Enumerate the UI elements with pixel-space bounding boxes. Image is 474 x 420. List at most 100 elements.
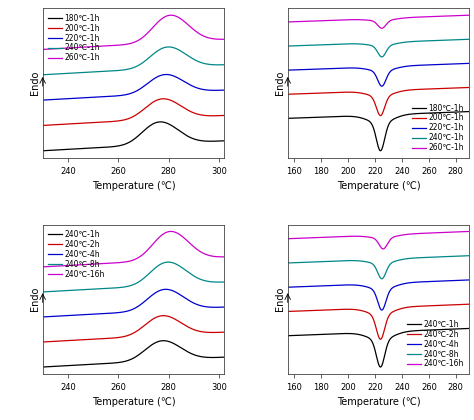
Line: 240℃-4h: 240℃-4h [288,280,469,310]
240℃-4h [391,285,396,290]
240℃-4h [423,279,428,284]
240℃-1h [51,364,56,369]
200℃-1h [296,91,302,96]
260℃-1h [51,46,56,51]
180℃-1h [40,148,46,153]
240℃-16h [145,247,151,252]
240℃-8h [296,260,302,265]
240℃-2h [423,303,428,308]
220℃-1h [221,88,227,93]
220℃-1h [145,81,151,86]
240℃-4h [150,292,155,297]
220℃-1h [285,68,291,73]
220℃-1h [466,61,472,66]
Y-axis label: Endo: Endo [275,287,285,311]
240℃-16h [401,232,406,237]
Y-axis label: Endo: Endo [275,71,285,95]
240℃-4h [296,284,302,289]
240℃-8h [165,260,171,265]
240℃-1h [166,45,172,50]
180℃-1h [178,129,183,134]
240℃-1h [296,333,302,338]
X-axis label: Temperature (℃): Temperature (℃) [337,181,420,191]
Line: 240℃-8h: 240℃-8h [288,256,469,279]
240℃-8h [285,260,291,265]
240℃-1h [296,43,302,48]
X-axis label: Temperature (℃): Temperature (℃) [337,397,420,407]
240℃-1h [285,333,291,338]
240℃-1h [391,42,396,47]
240℃-2h [145,320,151,325]
200℃-1h [178,103,183,108]
Line: 240℃-4h: 240℃-4h [43,289,224,317]
240℃-16h [391,235,396,240]
240℃-16h [196,248,202,253]
Line: 220℃-1h: 220℃-1h [288,63,469,86]
240℃-2h [40,339,46,344]
240℃-16h [285,236,291,241]
220℃-1h [391,67,396,72]
180℃-1h [395,115,401,120]
240℃-2h [178,320,183,325]
180℃-1h [158,119,164,124]
X-axis label: Temperature (℃): Temperature (℃) [91,397,175,407]
Line: 240℃-1h: 240℃-1h [288,39,469,57]
Line: 200℃-1h: 200℃-1h [43,99,224,126]
Line: 240℃-16h: 240℃-16h [288,231,469,249]
240℃-8h [391,259,396,264]
220℃-1h [155,74,161,79]
240℃-4h [466,278,472,283]
180℃-1h [441,110,447,115]
240℃-8h [466,253,472,258]
220℃-1h [178,77,183,82]
240℃-4h [178,292,183,297]
200℃-1h [378,113,383,118]
240℃-2h [150,317,155,322]
240℃-2h [51,339,56,344]
220℃-1h [441,62,447,67]
240℃-1h [395,41,401,46]
Line: 180℃-1h: 180℃-1h [43,122,224,151]
Line: 240℃-2h: 240℃-2h [288,304,469,339]
240℃-4h [40,315,46,320]
240℃-4h [379,307,384,312]
240℃-2h [395,307,401,312]
200℃-1h [221,113,227,118]
Line: 240℃-1h: 240℃-1h [43,341,224,367]
240℃-1h [391,334,396,339]
220℃-1h [164,72,169,77]
240℃-1h [401,330,406,335]
260℃-1h [150,25,155,30]
240℃-4h [221,304,227,310]
Line: 180℃-1h: 180℃-1h [288,112,469,151]
X-axis label: Temperature (℃): Temperature (℃) [91,181,175,191]
240℃-1h [40,72,46,77]
220℃-1h [196,86,202,91]
240℃-1h [401,40,406,45]
240℃-1h [441,38,447,43]
240℃-16h [466,229,472,234]
240℃-2h [391,309,396,314]
240℃-1h [196,59,202,64]
240℃-16h [178,233,183,238]
200℃-1h [51,122,56,127]
240℃-1h [145,56,151,61]
Legend: 240℃-1h, 240℃-2h, 240℃-4h, 240℃-8h, 240℃-16h: 240℃-1h, 240℃-2h, 240℃-4h, 240℃-8h, 240℃… [46,228,106,280]
240℃-8h [150,268,155,273]
Legend: 180℃-1h, 200℃-1h, 220℃-1h, 240℃-1h, 260℃-1h: 180℃-1h, 200℃-1h, 220℃-1h, 240℃-1h, 260℃… [411,102,465,154]
240℃-8h [379,276,384,281]
260℃-1h [221,37,227,42]
180℃-1h [423,111,428,116]
260℃-1h [155,19,161,24]
200℃-1h [145,103,151,108]
240℃-8h [155,263,161,268]
240℃-16h [423,231,428,236]
Line: 200℃-1h: 200℃-1h [288,87,469,116]
240℃-16h [441,230,447,235]
240℃-4h [145,296,151,301]
180℃-1h [155,120,161,125]
180℃-1h [466,109,472,114]
Legend: 240℃-1h, 240℃-2h, 240℃-4h, 240℃-8h, 240℃-16h: 240℃-1h, 240℃-2h, 240℃-4h, 240℃-8h, 240℃… [406,318,465,370]
240℃-1h [379,54,384,59]
260℃-1h [379,26,384,31]
